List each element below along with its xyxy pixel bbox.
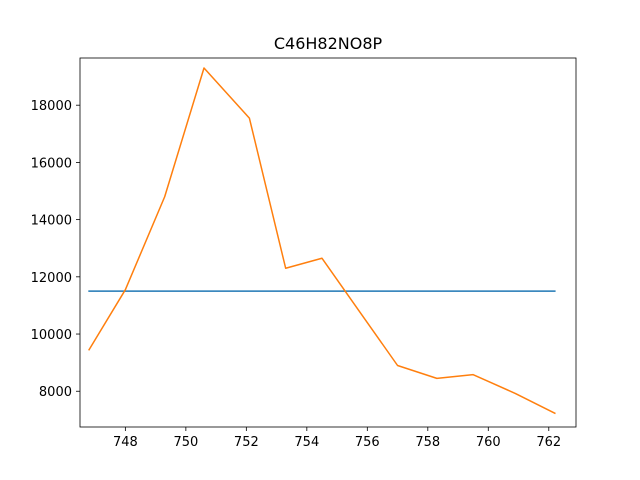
y-tick-label: 12000 (31, 271, 72, 286)
x-tick-label: 760 (476, 435, 501, 450)
x-tick-label: 748 (113, 435, 138, 450)
x-tick-label: 762 (536, 435, 561, 450)
y-tick-label: 8000 (39, 385, 72, 400)
series-line-2 (88, 67, 556, 415)
plot-frame (79, 57, 577, 428)
series-layer (88, 67, 556, 415)
x-tick-label: 752 (234, 435, 259, 450)
x-tick-label: 756 (355, 435, 380, 450)
chart-title: C46H82NO8P (274, 34, 383, 53)
x-tick-label: 758 (415, 435, 440, 450)
x-tick-label: 754 (294, 435, 319, 450)
x-tick-label: 750 (173, 435, 198, 450)
y-tick-label: 14000 (31, 214, 72, 229)
axes-layer: 748 750 752 754 756 758 760 762 8000 10000 12000 14… (31, 57, 577, 450)
y-tick-label: 18000 (31, 99, 72, 114)
y-tick-label: 16000 (31, 156, 72, 171)
y-tick-label: 10000 (31, 328, 72, 343)
